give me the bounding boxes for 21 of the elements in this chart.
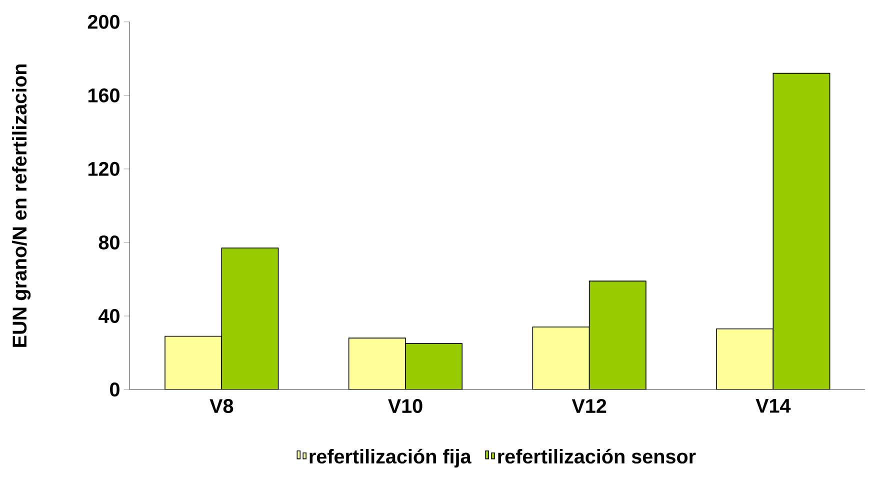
legend-label: refertilización fija (310, 448, 472, 468)
bar (772, 72, 830, 390)
bar (532, 326, 590, 390)
bar (588, 280, 646, 390)
y-tick-label: 160 (88, 88, 120, 102)
y-axis-title: EUN grano/N en refertilizacion (12, 64, 31, 347)
y-tick-label: 80 (98, 235, 120, 250)
y-tick-label: 200 (88, 14, 120, 29)
bar (164, 336, 222, 390)
x-tick-label: V8 (210, 399, 234, 414)
bar (405, 343, 463, 390)
x-tick-label: V12 (572, 399, 606, 413)
y-tick-label: 40 (98, 309, 120, 324)
bar (348, 338, 406, 390)
bar (716, 328, 774, 390)
y-tick-label: 120 (88, 162, 120, 176)
x-tick-label: V10 (388, 399, 422, 414)
bar (221, 248, 279, 390)
legend-label: refertilización sensor (498, 448, 696, 464)
x-tick-label: V14 (756, 399, 791, 413)
y-tick-label: 0 (110, 382, 120, 397)
